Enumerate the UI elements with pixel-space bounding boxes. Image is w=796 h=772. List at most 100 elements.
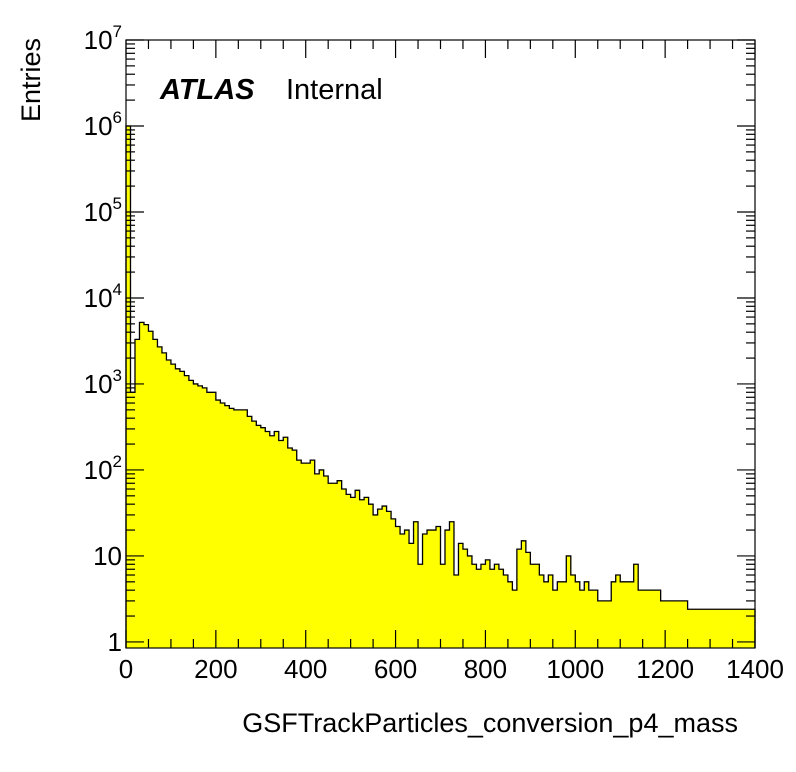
histogram-bin: [665, 600, 671, 648]
histogram-bin: [701, 609, 706, 648]
histogram-bin: [260, 427, 266, 648]
y-tick-label: 1: [108, 627, 122, 657]
histogram-bin: [184, 375, 190, 648]
histogram-bin: [543, 581, 549, 648]
histogram-bin: [328, 483, 334, 648]
x-tick-label: 600: [374, 654, 417, 684]
histogram-bin: [139, 322, 145, 648]
histogram-bin: [476, 569, 482, 648]
histogram-bin: [179, 371, 185, 648]
x-axis-title: GSFTrackParticles_conversion_p4_mass: [242, 708, 738, 738]
histogram-bin: [678, 600, 684, 648]
histogram-bin: [319, 469, 325, 648]
histogram-bin: [440, 564, 446, 648]
histogram-bin: [539, 575, 545, 648]
x-tick-label: 400: [284, 654, 327, 684]
histogram-bin: [498, 569, 504, 648]
histogram-bin: [728, 609, 733, 648]
histogram-bin: [467, 555, 473, 648]
histogram-bin: [516, 549, 522, 648]
histogram-bin: [534, 564, 540, 648]
histogram-bin: [669, 600, 675, 648]
histogram-bin: [377, 509, 383, 648]
histogram-bin: [449, 521, 455, 648]
histogram-bars: [125, 125, 756, 648]
histogram-bin: [400, 533, 405, 648]
histogram-bin: [206, 392, 212, 648]
histogram-bin: [548, 575, 554, 648]
histogram-bin: [409, 543, 414, 648]
histogram-bin: [647, 590, 653, 648]
histogram-bin: [620, 581, 626, 648]
histogram-bin: [480, 564, 486, 648]
histogram-bin: [750, 609, 756, 648]
histogram-bin: [278, 440, 284, 648]
histogram-bin: [229, 408, 235, 648]
histogram-bin: [418, 564, 423, 648]
histogram-bin: [732, 609, 738, 648]
histogram-bin: [633, 564, 639, 648]
histogram-bin: [629, 581, 635, 648]
histogram-bin: [436, 526, 441, 648]
histogram-bin: [382, 506, 387, 648]
histogram-bin: [427, 530, 432, 648]
y-tick-label: 105: [84, 194, 122, 227]
x-tick-label: 1000: [546, 654, 604, 684]
histogram-bin: [170, 364, 176, 648]
histogram-bin: [292, 450, 298, 648]
histogram-bin: [224, 405, 230, 648]
histogram-bin: [579, 590, 585, 648]
histogram-bin: [656, 590, 662, 648]
histogram-bin: [494, 564, 500, 648]
histogram-bin: [274, 431, 280, 648]
histogram-bin: [674, 600, 680, 648]
y-tick-label: 102: [84, 452, 122, 485]
histogram-bin: [202, 387, 208, 648]
histogram-bin: [741, 609, 747, 648]
histogram-bin: [296, 460, 302, 648]
histogram-bin: [314, 473, 320, 648]
histogram-bin: [575, 581, 581, 648]
histogram-bin: [584, 581, 590, 648]
histogram-bin: [431, 530, 437, 648]
y-tick-label: 103: [84, 366, 122, 399]
histogram-bin: [188, 380, 194, 648]
histogram-bin: [719, 609, 724, 648]
y-tick-label: 104: [84, 280, 122, 313]
x-tick-label: 800: [464, 654, 507, 684]
histogram-bin: [705, 609, 711, 648]
histogram-bin: [566, 555, 572, 648]
histogram-bin: [220, 403, 226, 648]
histogram-bin: [143, 324, 149, 648]
histogram-bin: [134, 339, 140, 648]
histogram-bin: [341, 489, 347, 648]
histogram-outline: [125, 125, 756, 648]
histogram-bin: [723, 609, 729, 648]
histogram-bin: [692, 609, 697, 648]
histogram-bin: [746, 609, 751, 648]
histogram-bin: [256, 425, 262, 648]
histogram-bin: [525, 552, 531, 648]
histogram-bin: [611, 581, 617, 648]
histogram-bin: [386, 511, 392, 648]
histogram-bin: [395, 526, 401, 648]
histogram-bin: [471, 564, 477, 648]
internal-label: Internal: [286, 74, 383, 106]
histogram-bin: [638, 590, 644, 648]
histogram-bin: [301, 463, 307, 648]
histogram-bin: [642, 590, 648, 648]
histogram-bin: [557, 581, 563, 648]
histogram-bin: [148, 331, 154, 648]
axis-ticks: [125, 39, 756, 648]
histogram-bin: [696, 609, 702, 648]
histogram-bin: [404, 530, 410, 648]
x-tick-labels: 0 200 400 600 800 1000 1200 1400: [119, 654, 784, 684]
histogram-bin: [606, 600, 612, 648]
histogram-bin: [489, 569, 495, 648]
histogram-bin: [737, 609, 742, 648]
histogram-bin: [624, 581, 630, 648]
histogram-bin: [364, 497, 370, 648]
histogram-bin: [310, 460, 316, 648]
histogram-bin: [458, 543, 464, 648]
y-tick-label: 106: [84, 108, 122, 141]
